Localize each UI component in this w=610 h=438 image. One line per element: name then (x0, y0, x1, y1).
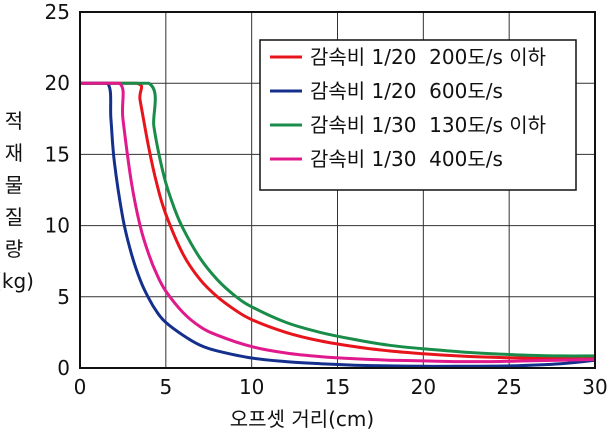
x-tick-label: 30 (582, 375, 607, 399)
x-axis-title: 오프셋 거리(cm) (230, 407, 374, 431)
x-tick-label: 15 (325, 375, 350, 399)
series-lines (80, 81, 596, 368)
y-axis-title-unit: (kg) (0, 269, 34, 293)
y-tick-label: 0 (57, 356, 70, 380)
x-tick-label: 0 (74, 375, 87, 399)
series-line-4 (80, 81, 596, 364)
legend-label: 감속비 1/20 200도/s 이하 (310, 45, 546, 69)
y-tick-label: 5 (57, 285, 70, 309)
x-tick-label: 25 (496, 375, 521, 399)
legend-box (259, 39, 577, 191)
x-tick-label: 20 (411, 375, 436, 399)
x-tick-label: 10 (239, 375, 264, 399)
y-tick-label: 20 (45, 71, 70, 95)
series-line-3 (80, 81, 596, 358)
y-tick-label: 25 (45, 0, 70, 24)
y-axis-title-char: 재 (5, 141, 23, 165)
y-tick-label: 10 (45, 214, 70, 238)
plot-frame (79, 11, 596, 369)
series-line-1 (80, 81, 596, 360)
tick-labels: 0 5 10 15 20 25 30 0 5 10 15 20 25 (45, 0, 608, 399)
legend-label: 감속비 1/30 400도/s (310, 147, 503, 171)
y-axis-title-char: 적 (5, 109, 23, 133)
legend-label: 감속비 1/30 130도/s 이하 (310, 113, 546, 137)
series-line-2 (80, 81, 596, 368)
y-tick-label: 15 (45, 142, 70, 166)
legend-label: 감속비 1/20 600도/s (310, 79, 503, 103)
y-axis-title-char: 질 (5, 205, 23, 229)
x-tick-label: 5 (159, 375, 172, 399)
y-axis-title-char: 물 (5, 173, 23, 197)
y-axis-title-char: 량 (5, 237, 23, 261)
